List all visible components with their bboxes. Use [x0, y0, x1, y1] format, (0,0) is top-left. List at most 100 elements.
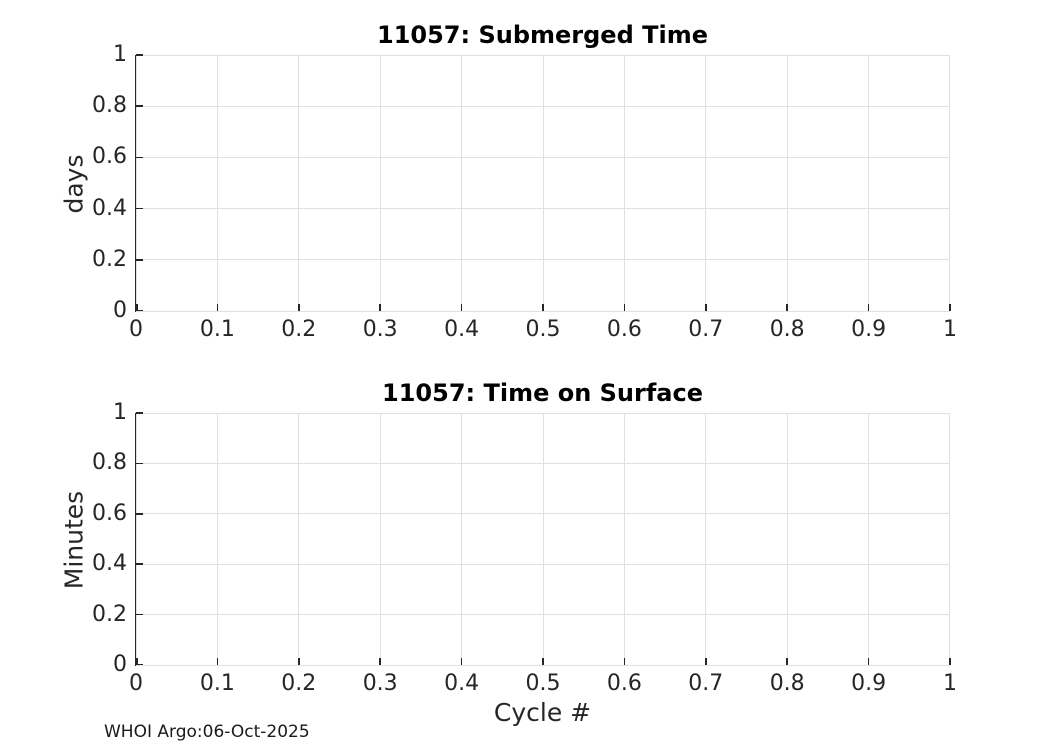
x-tick-label: 0.7	[688, 671, 724, 696]
x-tick-label: 0.1	[199, 317, 235, 342]
grid-line-vertical	[298, 413, 300, 665]
grid-line-horizontal	[136, 614, 950, 616]
y-tick-mark	[136, 663, 143, 665]
x-tick-mark	[786, 658, 788, 665]
x-tick-label: 0.3	[362, 317, 398, 342]
x-tick-mark	[298, 658, 300, 665]
grid-line-vertical	[542, 413, 544, 665]
y-tick-label: 0.2	[92, 246, 127, 272]
plot-title: 11057: Time on Surface	[382, 379, 703, 407]
y-tick-label: 0.8	[92, 93, 127, 119]
grid-line-vertical	[542, 55, 544, 311]
grid-line-horizontal	[136, 105, 950, 107]
x-tick-label: 1	[943, 671, 957, 696]
y-tick-label: 1	[113, 42, 127, 67]
grid-line-vertical	[705, 55, 707, 311]
x-tick-label: 0	[129, 671, 143, 696]
grid-line-horizontal	[136, 664, 950, 666]
y-tick-mark	[136, 613, 143, 616]
x-tick-mark	[298, 304, 300, 311]
x-tick-mark	[460, 304, 463, 311]
y-tick-label: 0.8	[92, 450, 127, 476]
x-tick-mark	[949, 304, 951, 311]
y-tick-label: 0.4	[92, 195, 127, 221]
y-tick-label: 0	[113, 298, 127, 323]
x-tick-label: 0.5	[525, 317, 561, 342]
x-tick-label: 0.6	[606, 317, 642, 342]
x-tick-label: 0.4	[444, 671, 480, 696]
plot-title: 11057: Submerged Time	[377, 21, 708, 49]
grid-line-vertical	[216, 55, 218, 311]
grid-line-horizontal	[136, 259, 950, 261]
x-tick-label: 0.8	[769, 317, 805, 342]
x-tick-mark	[623, 304, 626, 311]
y-tick-mark	[136, 105, 143, 107]
grid-line-vertical	[135, 413, 137, 665]
x-tick-mark	[460, 658, 463, 665]
y-tick-mark	[136, 207, 143, 210]
x-tick-mark	[623, 658, 626, 665]
grid-line-vertical	[298, 55, 300, 311]
x-tick-mark	[216, 658, 219, 665]
grid-line-horizontal	[136, 462, 950, 464]
x-tick-mark	[867, 304, 870, 311]
grid-line-vertical	[623, 413, 625, 665]
grid-line-horizontal	[136, 208, 950, 210]
x-tick-label: 0	[129, 317, 143, 342]
y-tick-label: 0.6	[92, 144, 127, 170]
x-tick-mark	[705, 304, 707, 311]
x-tick-label: 0.6	[606, 671, 642, 696]
submerged-time-chart: 11057: Submerged Time days 0 0.1 0.2 0.3 0.4…	[60, 21, 958, 342]
x-tick-mark	[379, 658, 381, 665]
y-tick-mark	[136, 156, 143, 159]
x-tick-label: 0.9	[851, 671, 887, 696]
grid-line-vertical	[461, 413, 463, 665]
y-tick-mark	[136, 259, 143, 261]
grid-line-vertical	[868, 55, 870, 311]
x-tick-label: 0.8	[769, 671, 805, 696]
grid-line-vertical	[705, 413, 707, 665]
y-tick-label: 1	[113, 400, 127, 425]
y-tick-label: 0.4	[92, 551, 127, 577]
y-tick-label: 0.6	[92, 500, 127, 526]
grid-line-vertical	[135, 55, 137, 311]
y-tick-mark	[136, 513, 143, 515]
x-tick-label: 0.2	[281, 317, 317, 342]
grid-line-vertical	[379, 413, 381, 665]
x-tick-label: 0.2	[281, 671, 317, 696]
grid-line-vertical	[216, 413, 218, 665]
y-tick-mark	[136, 462, 143, 465]
grid-line-horizontal	[136, 513, 950, 515]
grid-line-vertical	[949, 55, 950, 311]
grid-line-horizontal	[136, 310, 950, 312]
grid-line-vertical	[379, 55, 381, 311]
x-tick-mark	[542, 658, 544, 665]
y-tick-label: 0.2	[92, 601, 127, 627]
grid-line-horizontal	[136, 156, 950, 158]
plot-area: 0 0.1 0.2 0.3 0.4 0.5 0.6 0.7 0.8 0.9 1 0 0.2 0.4 0.6 0…	[92, 44, 957, 342]
x-tick-label: 0.1	[199, 671, 235, 696]
footer-text: WHOI Argo:06-Oct-2025	[104, 722, 310, 742]
y-tick-mark	[136, 54, 143, 56]
x-tick-mark	[949, 658, 951, 665]
x-tick-label: 0.3	[362, 671, 398, 696]
x-tick-mark	[136, 304, 138, 311]
x-tick-mark	[705, 658, 707, 665]
x-tick-mark	[379, 304, 381, 311]
grid-line-horizontal	[136, 413, 950, 414]
x-tick-label: 0.5	[525, 671, 561, 696]
surface-time-chart: 11057: Time on Surface Minutes 0 0.1 0.2 0.…	[60, 379, 958, 727]
grid-line-vertical	[461, 55, 463, 311]
x-tick-label: 0.9	[851, 317, 887, 342]
y-tick-mark	[136, 412, 143, 414]
x-tick-mark	[867, 658, 870, 665]
grid-line-vertical	[786, 55, 788, 311]
y-tick-label: 0	[113, 652, 127, 677]
y-tick-mark	[136, 563, 143, 565]
grid-line-vertical	[949, 413, 950, 665]
x-tick-mark	[216, 304, 219, 311]
x-tick-label: 1	[943, 317, 957, 342]
y-tick-mark	[136, 309, 143, 311]
grid-line-horizontal	[136, 55, 950, 56]
